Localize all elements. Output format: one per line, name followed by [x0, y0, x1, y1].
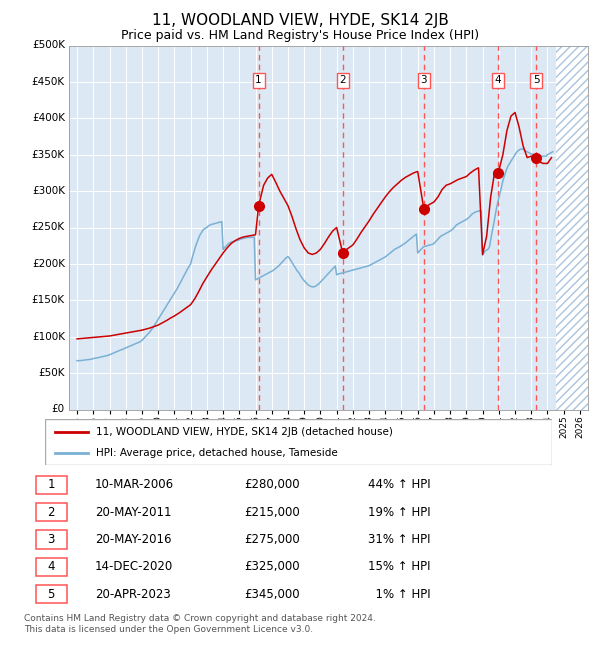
Text: £300K: £300K: [32, 186, 65, 196]
FancyBboxPatch shape: [35, 476, 67, 494]
Text: £450K: £450K: [32, 77, 65, 87]
Bar: [556, 46, 588, 410]
Text: 3: 3: [47, 533, 55, 546]
Text: 2: 2: [340, 75, 346, 85]
Text: £280,000: £280,000: [244, 478, 300, 491]
FancyBboxPatch shape: [35, 530, 67, 549]
FancyBboxPatch shape: [35, 503, 67, 521]
Text: 5: 5: [533, 75, 539, 85]
Text: 11, WOODLAND VIEW, HYDE, SK14 2JB (detached house): 11, WOODLAND VIEW, HYDE, SK14 2JB (detac…: [96, 427, 392, 437]
Text: £50K: £50K: [38, 368, 65, 378]
Text: 15% ↑ HPI: 15% ↑ HPI: [368, 560, 431, 573]
Text: 3: 3: [421, 75, 427, 85]
Text: 2: 2: [47, 506, 55, 519]
FancyBboxPatch shape: [35, 558, 67, 576]
Text: £0: £0: [52, 404, 65, 415]
Text: £325,000: £325,000: [244, 560, 300, 573]
Text: 20-MAY-2011: 20-MAY-2011: [95, 506, 172, 519]
Text: 1: 1: [47, 478, 55, 491]
Text: 20-MAY-2016: 20-MAY-2016: [95, 533, 172, 546]
Text: £350K: £350K: [32, 150, 65, 160]
Text: £250K: £250K: [32, 222, 65, 233]
Text: 4: 4: [47, 560, 55, 573]
Text: 19% ↑ HPI: 19% ↑ HPI: [368, 506, 431, 519]
Text: Contains HM Land Registry data © Crown copyright and database right 2024.
This d: Contains HM Land Registry data © Crown c…: [24, 614, 376, 634]
Text: 10-MAR-2006: 10-MAR-2006: [95, 478, 174, 491]
Text: 1: 1: [255, 75, 262, 85]
Text: HPI: Average price, detached house, Tameside: HPI: Average price, detached house, Tame…: [96, 448, 337, 458]
Text: £345,000: £345,000: [244, 588, 300, 601]
Text: £275,000: £275,000: [244, 533, 300, 546]
Text: £200K: £200K: [32, 259, 65, 269]
FancyBboxPatch shape: [35, 585, 67, 603]
FancyBboxPatch shape: [45, 419, 552, 465]
Text: Price paid vs. HM Land Registry's House Price Index (HPI): Price paid vs. HM Land Registry's House …: [121, 29, 479, 42]
Text: £150K: £150K: [32, 295, 65, 306]
Text: 1% ↑ HPI: 1% ↑ HPI: [368, 588, 431, 601]
Text: 14-DEC-2020: 14-DEC-2020: [95, 560, 173, 573]
Text: £400K: £400K: [32, 113, 65, 124]
Text: £500K: £500K: [32, 40, 65, 51]
Text: 31% ↑ HPI: 31% ↑ HPI: [368, 533, 431, 546]
Text: 5: 5: [47, 588, 55, 601]
Text: 44% ↑ HPI: 44% ↑ HPI: [368, 478, 431, 491]
Text: 11, WOODLAND VIEW, HYDE, SK14 2JB: 11, WOODLAND VIEW, HYDE, SK14 2JB: [152, 13, 448, 28]
Text: 4: 4: [494, 75, 501, 85]
Text: 20-APR-2023: 20-APR-2023: [95, 588, 170, 601]
Text: £100K: £100K: [32, 332, 65, 342]
Text: £215,000: £215,000: [244, 506, 300, 519]
